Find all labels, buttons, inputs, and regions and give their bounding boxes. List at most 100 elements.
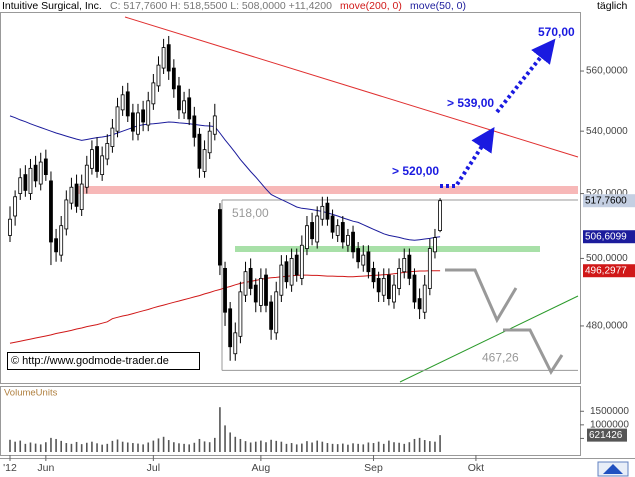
candle-body [64, 199, 69, 230]
candle-body [79, 183, 84, 210]
moving-average [9, 115, 441, 241]
candle-body [330, 215, 335, 233]
candle-body [84, 164, 89, 188]
candle-body [299, 244, 304, 279]
candle-body [187, 97, 192, 120]
target-arrow [440, 126, 495, 188]
volume-tick-label: 1500000 [590, 406, 629, 417]
logo [597, 461, 629, 477]
candle-body [407, 254, 412, 279]
candle-body [54, 238, 58, 253]
candle-body [120, 94, 125, 111]
value-box [583, 194, 635, 208]
candle-body [279, 264, 284, 296]
candle-body [171, 67, 176, 90]
candle-body [310, 222, 314, 240]
support-band [235, 246, 540, 252]
candle-body [305, 225, 309, 249]
candle-body [412, 274, 417, 303]
projection-path [445, 268, 518, 324]
candle-body [33, 164, 38, 182]
x-tick-label: Aug [252, 462, 271, 474]
y-tick-label: 480,0000 [586, 321, 628, 332]
candle-body [422, 284, 427, 313]
candle-body [166, 44, 171, 72]
resistance-band [75, 186, 578, 194]
volume-tick-label: 1000000 [590, 419, 629, 430]
candle-body [182, 100, 186, 114]
legend-label: move(200, 0) [340, 0, 402, 12]
candle-body [74, 183, 79, 207]
x-tick-label: Jul [147, 462, 160, 474]
target-label: 570,00 [538, 25, 575, 39]
projection-path [503, 328, 564, 376]
candle-body [177, 85, 181, 111]
candle-body [8, 218, 12, 236]
trend-line-up [399, 295, 579, 383]
candle-body [315, 215, 320, 243]
volume-box-label: 621426 [589, 430, 623, 441]
candle-body [346, 235, 350, 246]
candle-body [136, 112, 140, 135]
candle-body [192, 115, 197, 138]
volume-title: VolumeUnits [4, 388, 58, 399]
candle-body [125, 91, 130, 117]
candle-body [433, 237, 437, 253]
candle-body [110, 127, 115, 147]
candle-body [335, 225, 340, 236]
source-box [7, 352, 200, 370]
candle-body [397, 267, 402, 289]
candle-body [320, 205, 325, 220]
candle-body [233, 332, 238, 355]
y-tick-label: 560,0000 [586, 66, 628, 77]
candle-body [351, 231, 355, 253]
candle-body [402, 258, 407, 273]
candle-body [161, 47, 166, 69]
interval: täglich [597, 0, 628, 12]
candle-body [274, 291, 279, 334]
target-label: > 539,00 [447, 96, 494, 110]
candle-body [28, 167, 33, 194]
value-box [583, 264, 635, 278]
candle-body [269, 301, 274, 330]
candle-body [197, 133, 202, 169]
trend-line-down [124, 16, 579, 158]
volume-box [587, 428, 627, 442]
candle-body [381, 277, 386, 296]
candle-body [284, 261, 289, 283]
candle-body [223, 267, 227, 313]
candle-body [13, 196, 18, 217]
candle-body [376, 277, 381, 293]
candle-body [371, 267, 376, 283]
volume-panel [0, 386, 581, 456]
candle-body [417, 298, 422, 310]
value-box-label: 517,7600 [585, 195, 627, 206]
candle-body [212, 115, 217, 135]
candle-body [59, 225, 64, 256]
candle-body [258, 277, 263, 306]
candle-body [105, 143, 110, 160]
candle-body [361, 254, 366, 266]
y-tick-label: 520,0000 [586, 188, 628, 199]
value-box-label: 496,2977 [585, 265, 627, 276]
target-arrow [495, 38, 556, 114]
value-box-label: 506,6099 [585, 231, 627, 242]
candle-body [49, 180, 53, 243]
y-tick-label: 540,0000 [586, 126, 628, 137]
candle-body [356, 248, 361, 263]
candle-body [392, 284, 396, 303]
level-label: 467,26 [482, 351, 519, 365]
candle-body [340, 222, 345, 243]
legend-label: move(50, 0) [410, 0, 466, 12]
candle-body [156, 64, 161, 87]
candle-body [325, 202, 330, 220]
x-tick-label: Sep [364, 462, 383, 474]
candle-body [294, 254, 299, 276]
candle-body [228, 308, 233, 348]
level-label: 518,00 [232, 206, 269, 220]
candle-body [202, 149, 207, 172]
x-tick-label: Jun [37, 462, 54, 474]
target-label: > 520,00 [392, 164, 439, 178]
